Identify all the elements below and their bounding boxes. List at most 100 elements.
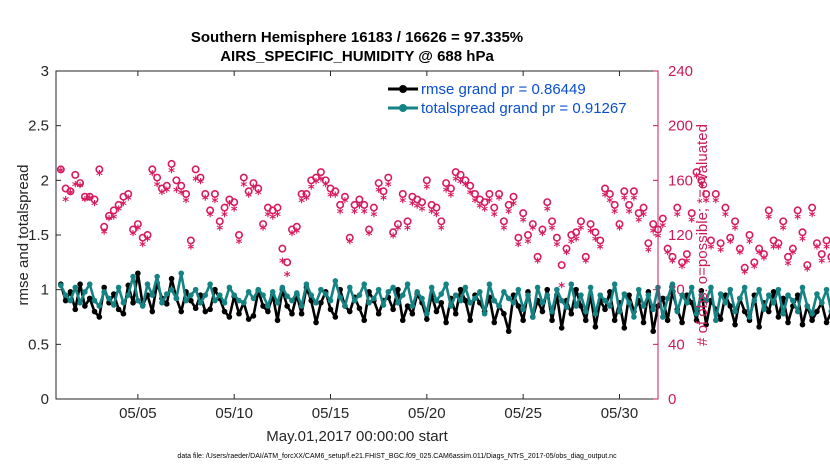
possible-obs-marker bbox=[191, 165, 200, 174]
possible-obs-marker bbox=[66, 187, 75, 196]
evaluated-obs-marker: * bbox=[202, 193, 209, 208]
totalspread-point bbox=[433, 297, 440, 304]
evaluated-obs-marker: * bbox=[115, 204, 122, 219]
totalspread-point bbox=[491, 297, 498, 304]
y-right-tick-label: 200 bbox=[668, 118, 693, 135]
rmse-point bbox=[443, 319, 449, 326]
rmse-point bbox=[568, 310, 575, 317]
rmse-point bbox=[573, 286, 579, 293]
evaluated-obs-marker: * bbox=[467, 188, 474, 203]
rmse-point bbox=[770, 289, 777, 295]
y-left-tick-label: 2 bbox=[41, 172, 49, 189]
totalspread-point bbox=[539, 299, 546, 306]
evaluated-obs-marker: * bbox=[409, 199, 416, 214]
rmse-point bbox=[438, 299, 445, 306]
possible-obs-marker bbox=[731, 217, 740, 226]
possible-obs-marker bbox=[678, 258, 687, 267]
rmse-point bbox=[82, 303, 88, 309]
evaluated-obs-marker: * bbox=[539, 229, 546, 244]
evaluated-obs-marker: * bbox=[573, 234, 580, 249]
rmse-point bbox=[115, 306, 122, 313]
totalspread-point bbox=[168, 286, 175, 293]
evaluated-obs-marker: * bbox=[789, 248, 796, 263]
totalspread-point bbox=[645, 292, 652, 298]
evaluated-obs-marker: * bbox=[626, 207, 633, 222]
possible-obs-marker bbox=[254, 184, 263, 193]
totalspread-point bbox=[727, 286, 734, 293]
totalspread-point bbox=[563, 304, 570, 310]
possible-obs-marker bbox=[644, 239, 653, 248]
evaluated-obs-marker: * bbox=[404, 224, 411, 239]
y-left-tick-label: 0.5 bbox=[28, 336, 49, 353]
totalspread-point bbox=[597, 292, 604, 298]
rmse-point bbox=[558, 325, 565, 331]
rmse-point bbox=[765, 308, 772, 315]
totalspread-point bbox=[380, 302, 387, 308]
evaluated-obs-marker: * bbox=[462, 180, 469, 195]
rmse-point bbox=[212, 286, 218, 293]
totalspread-point bbox=[207, 281, 213, 288]
totalspread-point bbox=[814, 291, 820, 297]
rmse-point bbox=[289, 310, 295, 317]
possible-obs-marker bbox=[124, 190, 133, 199]
evaluated-obs-marker: * bbox=[679, 262, 686, 277]
evaluated-obs-marker: * bbox=[380, 193, 387, 208]
rmse-point bbox=[741, 308, 748, 315]
totalspread-point bbox=[515, 286, 522, 293]
totalspread-point bbox=[698, 292, 705, 298]
rmse-point bbox=[424, 316, 430, 322]
possible-obs-marker bbox=[196, 173, 205, 182]
evaluated-obs-marker: * bbox=[621, 193, 628, 208]
possible-obs-marker bbox=[56, 165, 65, 174]
totalspread-point bbox=[274, 299, 281, 306]
evaluated-obs-marker: * bbox=[264, 210, 271, 225]
rmse-point bbox=[149, 308, 156, 315]
evaluated-obs-marker: * bbox=[139, 240, 146, 255]
totalspread-point bbox=[188, 292, 194, 298]
evaluated-obs-marker: * bbox=[313, 177, 320, 192]
possible-obs-marker bbox=[230, 198, 239, 207]
totalspread-point bbox=[525, 292, 531, 298]
possible-obs-marker bbox=[687, 209, 696, 218]
possible-obs-marker bbox=[177, 181, 186, 190]
rmse-point bbox=[409, 310, 416, 317]
evaluated-obs-marker: * bbox=[370, 210, 377, 225]
evaluated-obs-marker: * bbox=[134, 224, 141, 239]
evaluated-obs-marker: * bbox=[529, 224, 536, 239]
evaluated-obs-marker: * bbox=[765, 213, 772, 228]
totalspread-point bbox=[106, 295, 112, 302]
totalspread-point bbox=[693, 310, 700, 317]
rmse-point bbox=[313, 319, 319, 326]
totalspread-point bbox=[472, 295, 478, 302]
totalspread-point bbox=[308, 292, 315, 298]
totalspread-point bbox=[110, 302, 117, 308]
totalspread-point bbox=[481, 310, 488, 317]
rmse-point bbox=[467, 317, 473, 324]
possible-obs-marker bbox=[581, 252, 590, 261]
evaluated-obs-marker: * bbox=[693, 172, 700, 187]
totalspread-point bbox=[212, 297, 218, 304]
rmse-point bbox=[727, 303, 734, 309]
possible-obs-marker bbox=[244, 187, 253, 196]
evaluated-obs-marker: * bbox=[255, 188, 262, 203]
evaluated-obs-marker: * bbox=[274, 210, 281, 225]
evaluated-obs-marker: * bbox=[568, 237, 575, 252]
possible-obs-marker bbox=[601, 184, 610, 193]
possible-obs-marker bbox=[355, 195, 364, 204]
possible-obs-marker bbox=[528, 220, 537, 229]
evaluated-obs-marker: * bbox=[717, 245, 724, 260]
evaluated-obs-marker: * bbox=[154, 180, 161, 195]
evaluated-obs-marker: * bbox=[587, 226, 594, 241]
totalspread-point bbox=[635, 286, 642, 293]
evaluated-obs-marker: * bbox=[72, 180, 79, 195]
possible-obs-marker bbox=[95, 165, 104, 174]
totalspread-point bbox=[216, 292, 223, 298]
possible-obs-marker bbox=[499, 217, 508, 226]
evaluated-obs-marker: * bbox=[322, 180, 329, 195]
evaluated-obs-marker: * bbox=[159, 188, 166, 203]
y-left-tick-label: 1 bbox=[41, 282, 49, 299]
evaluated-obs-marker: * bbox=[814, 243, 821, 258]
possible-obs-marker bbox=[519, 209, 528, 218]
possible-obs-marker bbox=[336, 200, 345, 209]
evaluated-obs-marker: * bbox=[245, 191, 252, 206]
